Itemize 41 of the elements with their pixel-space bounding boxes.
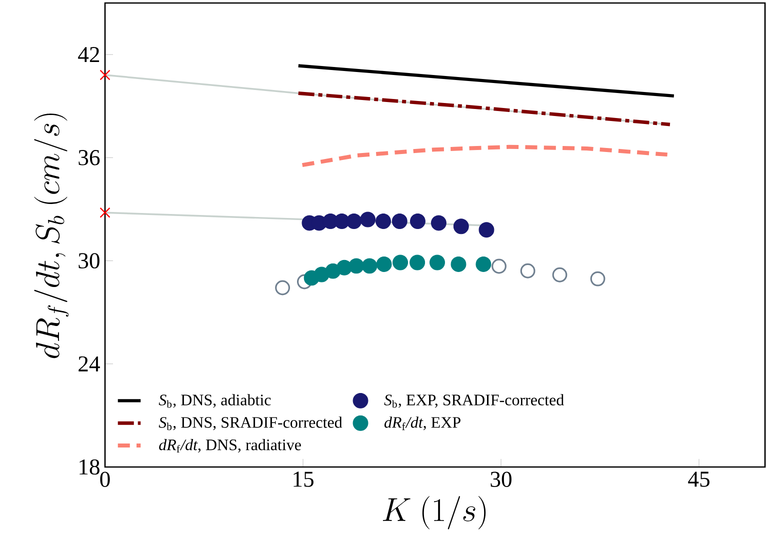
- legend-label: dR$_{f}$/dt, EXP: [384, 416, 460, 430]
- legend-label: S$_{b}$, DNS, adiabtic: [158, 394, 271, 408]
- point: [410, 254, 426, 270]
- line-series: [300, 144, 670, 168]
- point: [430, 215, 446, 231]
- point: [520, 263, 536, 278]
- legend-label: S$_{b}$, DNS, SRADIF-corrected: [158, 416, 342, 430]
- x-tick-label: 0: [100, 472, 110, 487]
- point: [410, 214, 426, 229]
- point: [492, 258, 506, 274]
- y-tick-label: 24: [78, 356, 100, 372]
- x-tick-label: 45: [688, 472, 710, 487]
- x-tick-label: 30: [490, 472, 512, 487]
- point: [453, 218, 469, 234]
- point: [376, 256, 392, 272]
- point: [275, 280, 290, 296]
- point: [430, 254, 445, 270]
- point: [100, 207, 110, 218]
- point: [100, 70, 110, 80]
- y-tick-label: 42: [78, 47, 100, 62]
- point: [376, 214, 391, 229]
- point: [348, 258, 364, 274]
- point: [392, 214, 408, 229]
- x-tick-label: 15: [294, 472, 314, 487]
- point: [360, 212, 376, 228]
- y-axis-title: $dR_f/dt, S_b\ (cm/s)$: [34, 114, 69, 358]
- y-tick-label: 36: [78, 150, 100, 166]
- x-axis-title: $K\ (1/s)$: [382, 496, 486, 530]
- y-tick-label: 30: [78, 253, 100, 268]
- point: [346, 214, 362, 229]
- legend-label: dR$_{f}$/dt, DNS, radiative: [159, 439, 301, 453]
- point: [552, 267, 568, 282]
- point: [476, 256, 492, 272]
- point: [450, 256, 466, 272]
- legend-label: S$_{b}$, EXP, SRADIF-corrected: [384, 394, 564, 408]
- point: [362, 258, 378, 274]
- point: [296, 274, 312, 290]
- point: [478, 222, 494, 238]
- point: [392, 254, 408, 270]
- point: [590, 271, 606, 286]
- y-tick-label: 18: [80, 459, 100, 475]
